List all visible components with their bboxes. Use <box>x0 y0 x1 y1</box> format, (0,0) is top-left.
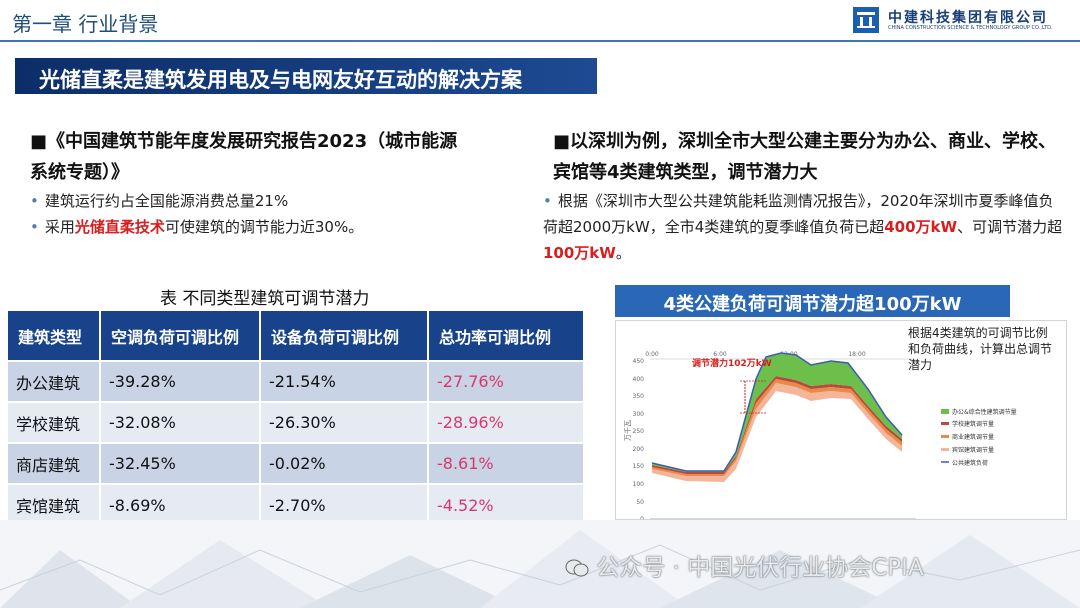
legend-swatch-school <box>941 422 949 425</box>
legend-swatch-office <box>941 409 949 414</box>
y-tick: 450 <box>633 358 645 365</box>
legend-label: 办公&综合性建筑调节量 <box>952 408 1017 416</box>
left-bullet-2: • 采用光储直柔技术可使建筑的调节能力近30%。 <box>30 218 364 236</box>
legend-label: 宾馆建筑调节量 <box>952 446 994 454</box>
table-cell: -8.61% <box>428 442 585 484</box>
col-header: 建筑类型 <box>8 311 101 361</box>
highlight-tech: 光储直柔技术 <box>74 218 165 236</box>
legend-label: 商业建筑调节量 <box>952 433 994 441</box>
bullet-dot-icon: • <box>30 192 39 210</box>
table-cell: -2.70% <box>260 483 429 525</box>
watermark: 公众号 · 中国光伏行业协会CPIA <box>565 548 924 582</box>
left-heading: ■《中国建筑节能年度发展研究报告2023（城市能源系统专题）》 <box>30 131 458 183</box>
table-cell: -26.30% <box>260 401 429 443</box>
table-cell: 宾馆建筑 <box>8 483 101 525</box>
top-bar: 第一章 行业背景 中建科技集团有限公司 CHINA CONSTRUCTION S… <box>0 0 1080 44</box>
col-header: 空调负荷可调比例 <box>100 311 261 361</box>
y-tick: 300 <box>633 411 645 418</box>
highlight-100: 100万kW <box>543 244 616 262</box>
table-cell: -8.69% <box>100 483 261 525</box>
y-tick: 250 <box>633 428 645 435</box>
x-tick: 6:00 <box>713 351 727 358</box>
y-tick: 400 <box>633 376 645 383</box>
highlight-400: 400万kW <box>884 218 958 236</box>
col-header: 设备负荷可调比例 <box>260 311 429 361</box>
table-title: 表 不同类型建筑可调节潜力 <box>160 289 370 309</box>
slide-title-banner: 光储直柔是建筑发用电及与电网友好互动的解决方案 <box>15 58 597 94</box>
office-band <box>652 353 902 472</box>
table-cell: -32.45% <box>100 442 261 484</box>
right-heading: ■以深圳为例，深圳全市大型公建主要分为办公、商业、学校、宾馆等4类建筑类型，调节… <box>553 131 1057 183</box>
bullet-dot-icon: • <box>30 218 39 236</box>
table-cell: -32.08% <box>100 401 261 443</box>
company-logo-icon <box>853 7 879 33</box>
table-header-row: 建筑类型 空调负荷可调比例 设备负荷可调比例 总功率可调比例 <box>8 311 585 361</box>
table-cell: -4.52% <box>428 483 585 525</box>
company-name-cn: 中建科技集团有限公司 <box>888 10 1048 26</box>
load-chart: 0 50 100 150 200 250 300 350 400 450 万千瓦… <box>615 320 1067 528</box>
table-row: 商店建筑 -32.45% -0.02% -8.61% <box>8 442 585 484</box>
x-tick: 18:00 <box>848 351 865 358</box>
table-row: 学校建筑 -32.08% -26.30% -28.96% <box>8 401 585 443</box>
left-bullet-1: • 建筑运行约占全国能源消费总量21% <box>30 192 289 210</box>
table-cell: 学校建筑 <box>8 401 101 443</box>
chapter-title: 第一章 行业背景 <box>12 12 159 36</box>
potential-label: 调节潜力102万kW <box>692 357 772 369</box>
company-name-en: CHINA CONSTRUCTION SCIENCE & TECHNOLOGY … <box>888 25 1053 31</box>
public-load-line <box>651 352 903 472</box>
chart-title: 4类公建负荷可调节潜力超100万kW <box>615 285 1010 317</box>
table-cell: -0.02% <box>260 442 429 484</box>
legend-label: 学校建筑调节量 <box>952 420 994 428</box>
y-tick: 200 <box>633 446 645 453</box>
potential-table: 建筑类型 空调负荷可调比例 设备负荷可调比例 总功率可调比例 办公建筑 -39.… <box>8 311 585 525</box>
legend-swatch-commercial <box>941 435 949 438</box>
table-cell: 商店建筑 <box>8 442 101 484</box>
table-cell: -28.96% <box>428 401 585 443</box>
table-cell: -27.76% <box>428 360 585 402</box>
y-tick: 50 <box>636 499 644 506</box>
y-axis-label: 万千瓦 <box>623 420 632 441</box>
chart-note: 根据4类建筑的可调节比例和负荷曲线，计算出总调节潜力 <box>908 326 1053 372</box>
company-logo: 中建科技集团有限公司 CHINA CONSTRUCTION SCIENCE & … <box>852 6 1076 36</box>
table-row: 宾馆建筑 -8.69% -2.70% -4.52% <box>8 483 585 525</box>
col-header: 总功率可调比例 <box>428 311 585 361</box>
wechat-icon <box>565 559 589 577</box>
y-tick: 150 <box>633 463 645 470</box>
header-rule <box>0 40 1080 42</box>
y-tick: 100 <box>633 481 645 488</box>
table-cell: 办公建筑 <box>8 360 101 402</box>
table-cell: -39.28% <box>100 360 261 402</box>
table-row: 办公建筑 -39.28% -21.54% -27.76% <box>8 360 585 402</box>
table-cell: -21.54% <box>260 360 429 402</box>
bullet-dot-icon: • <box>543 192 552 210</box>
legend-swatch-hotel <box>941 448 949 451</box>
right-bullet: • 根据《深圳市大型公共建筑能耗监测情况报告》，2020年深圳市夏季峰值负荷超20… <box>543 192 1063 262</box>
legend-label: 公共建筑负荷 <box>952 459 988 467</box>
y-tick: 350 <box>633 393 645 400</box>
y-tick: 0 <box>640 516 644 519</box>
x-tick: 0:00 <box>645 351 659 358</box>
